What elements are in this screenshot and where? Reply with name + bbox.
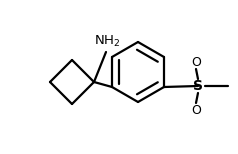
Text: O: O (191, 55, 201, 69)
Text: S: S (193, 79, 203, 93)
Text: NH$_2$: NH$_2$ (94, 34, 120, 49)
Text: O: O (191, 103, 201, 116)
